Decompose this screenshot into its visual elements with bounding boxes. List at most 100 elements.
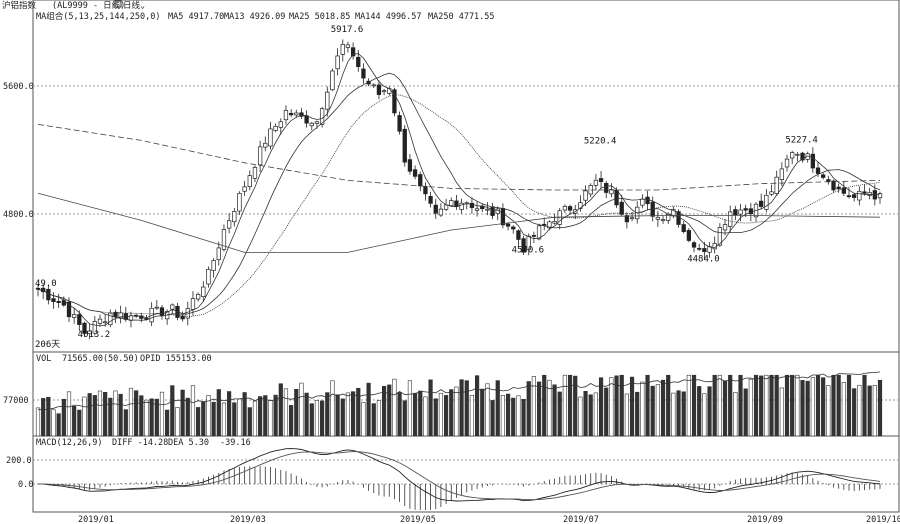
volume-bar: [629, 376, 635, 437]
macd-plot-area[interactable]: [37, 448, 881, 510]
candle: [103, 314, 108, 327]
macd-value: -39.16: [220, 438, 251, 448]
candle: [216, 241, 221, 266]
candle: [72, 308, 77, 324]
volume-bar: [56, 413, 61, 437]
candle: [697, 243, 702, 251]
candle: [407, 154, 413, 175]
volume-bar: [294, 388, 299, 437]
volume-bar: [397, 392, 402, 437]
price-plot-area[interactable]: 5917.6 5220.4 5227.4 4540.6 4484.0 4013.2 49.0…: [35, 25, 883, 350]
candle: [257, 140, 263, 173]
candle-body: [542, 223, 547, 226]
candle: [376, 80, 382, 100]
candle-body: [381, 90, 387, 93]
candle: [242, 180, 247, 196]
candle-body: [593, 179, 599, 186]
volume-bar: [330, 380, 335, 437]
candle: [350, 42, 356, 60]
opid-value: OPID 155153.00: [140, 354, 212, 364]
candle-body: [779, 168, 785, 180]
candle-body: [154, 306, 159, 309]
volume-bar: [268, 400, 273, 437]
volume-bar: [201, 401, 206, 437]
candle: [531, 231, 537, 244]
volume-bar: [516, 395, 521, 437]
volume-bar: [428, 379, 433, 437]
candle: [454, 194, 459, 210]
volume-bar: [800, 380, 805, 437]
period-menu[interactable]: 日线: [123, 0, 141, 11]
volume-bar: [361, 402, 366, 437]
volume-bar: [676, 390, 681, 437]
volume-bar: [35, 407, 41, 437]
candle: [221, 224, 227, 252]
ma-legend[interactable]: MA组合(5,13,25,144,250,0): [36, 11, 160, 22]
candle-body: [92, 321, 97, 334]
volume-label[interactable]: VOL: [36, 354, 51, 364]
volume-bar: [443, 395, 449, 437]
price-annotation: 5917.6: [331, 25, 364, 35]
candle: [154, 300, 159, 310]
volume-bar: [72, 406, 77, 437]
volume-bar: [826, 385, 831, 437]
candle: [764, 189, 769, 213]
candle-body: [108, 312, 113, 326]
volume-bar: [774, 374, 779, 437]
candle-body: [82, 322, 87, 334]
candle: [593, 174, 599, 191]
volume-bar: [702, 393, 707, 437]
candle: [464, 201, 469, 210]
volume-bar: [862, 374, 867, 437]
volume-bar: [97, 390, 103, 437]
candle: [474, 201, 480, 217]
chevron-down-icon[interactable]: ⌄: [140, 1, 145, 11]
candle-body: [263, 142, 268, 148]
candle: [490, 202, 495, 220]
candle: [578, 195, 583, 212]
candle-body: [299, 112, 304, 117]
macd-dea-line: [38, 451, 881, 501]
price-annotation: 4484.0: [687, 255, 720, 265]
candle-body: [826, 179, 831, 182]
volume-bar: [505, 393, 511, 437]
volume-bar: [666, 374, 671, 437]
volume-bar: [728, 374, 733, 437]
volume-bar: [340, 398, 345, 437]
period-checkbox-icon[interactable]: [114, 0, 122, 8]
volume-bar: [237, 398, 242, 437]
candle-body: [288, 112, 294, 116]
candle-body: [681, 224, 686, 232]
volume-bar: [841, 382, 846, 437]
x-label-2019-07: 2019/07: [563, 515, 599, 524]
candle-body: [159, 307, 165, 317]
volume-bar: [304, 392, 309, 437]
candle-body: [242, 186, 247, 192]
candle-body: [733, 209, 738, 215]
candle-body: [206, 269, 211, 285]
candle-body: [103, 321, 108, 324]
macd-label[interactable]: MACD(12,26,9): [36, 438, 103, 448]
volume-bar: [511, 397, 516, 437]
volume-plot-area[interactable]: [35, 371, 883, 437]
volume-bar: [325, 392, 330, 437]
volume-bar: [671, 392, 676, 437]
candle: [753, 202, 759, 223]
volume-bar: [645, 374, 650, 437]
volume-bar: [759, 375, 764, 437]
candle: [423, 182, 428, 201]
volume-bar: [252, 400, 258, 437]
candle-body: [51, 298, 56, 303]
candle: [691, 240, 697, 253]
ma250-value: MA250 4771.55: [428, 12, 495, 22]
volume-bar: [573, 375, 578, 437]
volume-bar: [474, 375, 480, 437]
price-annotation: 4013.2: [78, 330, 111, 340]
volume-bar: [103, 392, 108, 437]
candle-body: [247, 175, 252, 188]
volume-bar: [567, 374, 573, 437]
candle: [469, 197, 475, 214]
volume-bar: [753, 374, 759, 437]
volume-bar: [464, 380, 469, 437]
